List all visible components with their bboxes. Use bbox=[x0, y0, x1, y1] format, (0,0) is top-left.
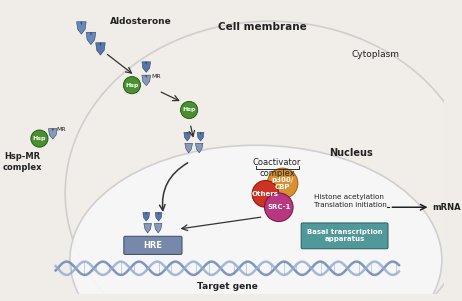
Polygon shape bbox=[158, 213, 159, 215]
Polygon shape bbox=[143, 213, 150, 221]
Text: HRE: HRE bbox=[143, 241, 163, 250]
Circle shape bbox=[267, 168, 298, 199]
Polygon shape bbox=[186, 132, 188, 135]
Polygon shape bbox=[142, 62, 151, 72]
Polygon shape bbox=[195, 143, 203, 153]
FancyBboxPatch shape bbox=[124, 236, 182, 254]
FancyBboxPatch shape bbox=[301, 223, 388, 249]
Text: Cytoplasm: Cytoplasm bbox=[351, 50, 399, 59]
Polygon shape bbox=[145, 75, 147, 78]
Polygon shape bbox=[49, 129, 57, 139]
Circle shape bbox=[123, 76, 140, 94]
Text: Hsp-MR
complex: Hsp-MR complex bbox=[2, 152, 42, 172]
Text: Coactivator
complex: Coactivator complex bbox=[253, 158, 301, 178]
Text: MR: MR bbox=[151, 74, 161, 79]
Text: SRC-1: SRC-1 bbox=[267, 204, 291, 210]
Text: p300/
CBP: p300/ CBP bbox=[272, 177, 294, 190]
Text: Basal transcription
apparatus: Basal transcription apparatus bbox=[307, 229, 383, 242]
Ellipse shape bbox=[70, 145, 442, 301]
Polygon shape bbox=[77, 22, 86, 34]
Polygon shape bbox=[96, 43, 105, 55]
Polygon shape bbox=[80, 22, 82, 26]
Polygon shape bbox=[90, 32, 92, 36]
Text: MR: MR bbox=[57, 128, 66, 132]
Text: Histone acetylation
Translation initiation: Histone acetylation Translation initiati… bbox=[314, 194, 387, 208]
Text: Target gene: Target gene bbox=[197, 282, 258, 291]
Text: Nucleus: Nucleus bbox=[329, 148, 373, 158]
Polygon shape bbox=[145, 62, 147, 65]
Polygon shape bbox=[185, 143, 193, 153]
Polygon shape bbox=[86, 32, 96, 45]
Polygon shape bbox=[197, 132, 204, 141]
Polygon shape bbox=[99, 43, 102, 46]
Text: mRNA: mRNA bbox=[432, 203, 461, 212]
Text: Others: Others bbox=[252, 191, 279, 197]
Polygon shape bbox=[145, 213, 147, 215]
Polygon shape bbox=[154, 223, 162, 233]
Polygon shape bbox=[200, 132, 201, 135]
Text: Hsp: Hsp bbox=[125, 83, 139, 88]
Text: Aldosterone: Aldosterone bbox=[110, 17, 172, 26]
Circle shape bbox=[252, 181, 279, 207]
Text: Hsp: Hsp bbox=[182, 107, 196, 113]
Polygon shape bbox=[52, 129, 54, 132]
Polygon shape bbox=[155, 213, 162, 221]
Text: Hsp: Hsp bbox=[33, 136, 46, 141]
Text: Cell membrane: Cell membrane bbox=[218, 22, 307, 32]
Circle shape bbox=[181, 101, 198, 119]
Circle shape bbox=[31, 130, 48, 147]
Polygon shape bbox=[184, 132, 191, 141]
Polygon shape bbox=[144, 223, 152, 233]
Ellipse shape bbox=[65, 21, 462, 301]
Polygon shape bbox=[142, 75, 151, 86]
Circle shape bbox=[264, 193, 293, 222]
